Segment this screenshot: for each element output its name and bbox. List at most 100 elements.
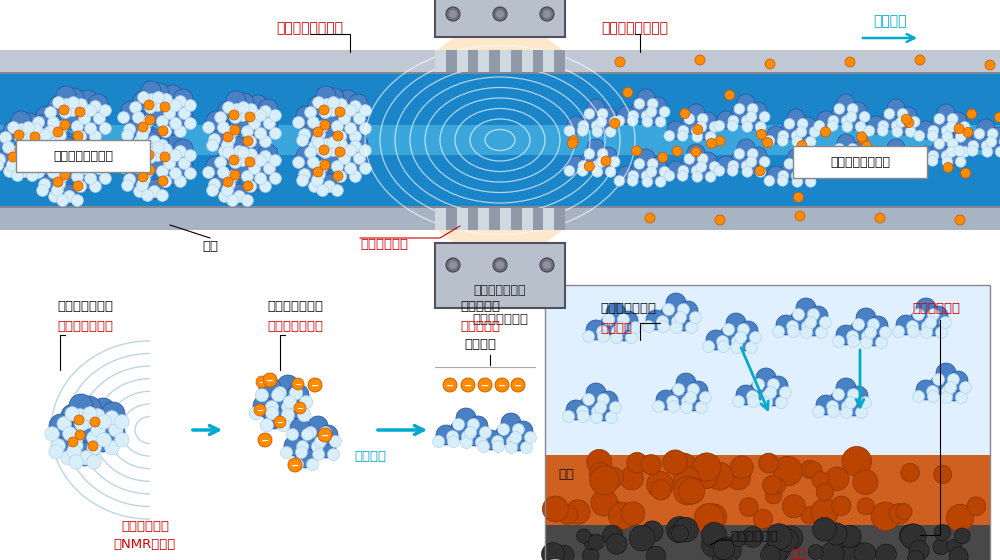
Circle shape [274, 416, 286, 428]
Circle shape [89, 100, 101, 113]
Circle shape [861, 337, 873, 348]
Circle shape [775, 396, 787, 408]
Circle shape [468, 416, 488, 436]
Circle shape [330, 94, 350, 114]
Circle shape [606, 303, 626, 323]
Circle shape [909, 156, 920, 167]
Circle shape [297, 441, 309, 452]
Circle shape [51, 134, 63, 147]
Circle shape [349, 130, 361, 142]
Circle shape [672, 525, 688, 542]
Circle shape [255, 172, 267, 184]
Circle shape [53, 96, 65, 109]
Circle shape [934, 524, 951, 541]
Circle shape [210, 174, 230, 194]
Circle shape [145, 115, 155, 125]
Circle shape [827, 400, 839, 413]
Circle shape [223, 132, 233, 142]
Circle shape [577, 165, 588, 176]
Circle shape [675, 311, 687, 324]
Circle shape [48, 96, 68, 116]
Circle shape [674, 517, 698, 542]
Circle shape [667, 517, 692, 543]
Circle shape [252, 152, 272, 172]
Circle shape [0, 131, 11, 151]
Circle shape [127, 113, 147, 133]
Circle shape [795, 167, 813, 185]
Circle shape [89, 130, 101, 142]
Circle shape [731, 335, 743, 348]
Circle shape [986, 137, 997, 147]
Circle shape [587, 139, 605, 157]
Circle shape [651, 480, 671, 500]
Circle shape [25, 119, 45, 139]
Circle shape [146, 143, 158, 156]
Circle shape [687, 384, 699, 395]
Circle shape [779, 386, 791, 399]
Circle shape [67, 105, 79, 116]
Circle shape [53, 179, 65, 190]
Circle shape [61, 148, 73, 161]
Bar [522, 50, 532, 72]
Circle shape [967, 497, 986, 516]
Circle shape [329, 436, 341, 447]
Circle shape [288, 458, 302, 472]
Circle shape [739, 498, 758, 516]
Circle shape [924, 316, 944, 336]
Circle shape [587, 450, 612, 474]
Circle shape [857, 498, 874, 515]
Circle shape [44, 125, 56, 138]
Circle shape [813, 405, 825, 418]
Circle shape [6, 160, 18, 171]
Circle shape [671, 315, 683, 328]
Circle shape [124, 124, 136, 136]
Circle shape [955, 215, 965, 225]
Circle shape [166, 100, 178, 111]
Circle shape [797, 141, 807, 151]
Circle shape [335, 99, 347, 110]
Circle shape [79, 451, 93, 465]
Circle shape [320, 160, 330, 170]
Circle shape [173, 89, 193, 109]
Circle shape [456, 408, 476, 428]
Circle shape [446, 7, 460, 21]
Circle shape [320, 120, 330, 130]
Bar [543, 208, 554, 230]
Circle shape [821, 127, 831, 137]
Text: −: − [481, 381, 489, 391]
Circle shape [627, 452, 647, 473]
Circle shape [338, 160, 358, 180]
Circle shape [695, 55, 705, 65]
Circle shape [81, 105, 93, 116]
Circle shape [849, 102, 867, 120]
Circle shape [297, 175, 309, 186]
Text: −: − [514, 381, 522, 391]
Circle shape [259, 105, 271, 118]
Circle shape [54, 147, 66, 160]
Circle shape [726, 313, 746, 333]
Circle shape [318, 428, 332, 442]
Circle shape [292, 378, 304, 390]
Circle shape [283, 395, 296, 409]
Circle shape [40, 147, 52, 160]
Text: 水和電子: 水和電子 [600, 322, 632, 335]
Circle shape [596, 156, 607, 167]
Circle shape [695, 402, 707, 413]
Circle shape [954, 124, 964, 134]
Circle shape [864, 125, 875, 136]
Circle shape [85, 105, 97, 116]
Circle shape [178, 108, 190, 119]
Circle shape [577, 405, 589, 418]
Circle shape [166, 150, 178, 161]
Circle shape [864, 165, 875, 176]
Circle shape [787, 149, 805, 167]
Circle shape [210, 129, 230, 149]
Circle shape [148, 185, 160, 198]
Circle shape [45, 106, 57, 119]
Circle shape [319, 147, 331, 158]
Circle shape [317, 120, 329, 133]
Circle shape [563, 410, 575, 422]
Circle shape [904, 118, 914, 128]
Circle shape [812, 472, 829, 488]
Circle shape [881, 111, 899, 129]
